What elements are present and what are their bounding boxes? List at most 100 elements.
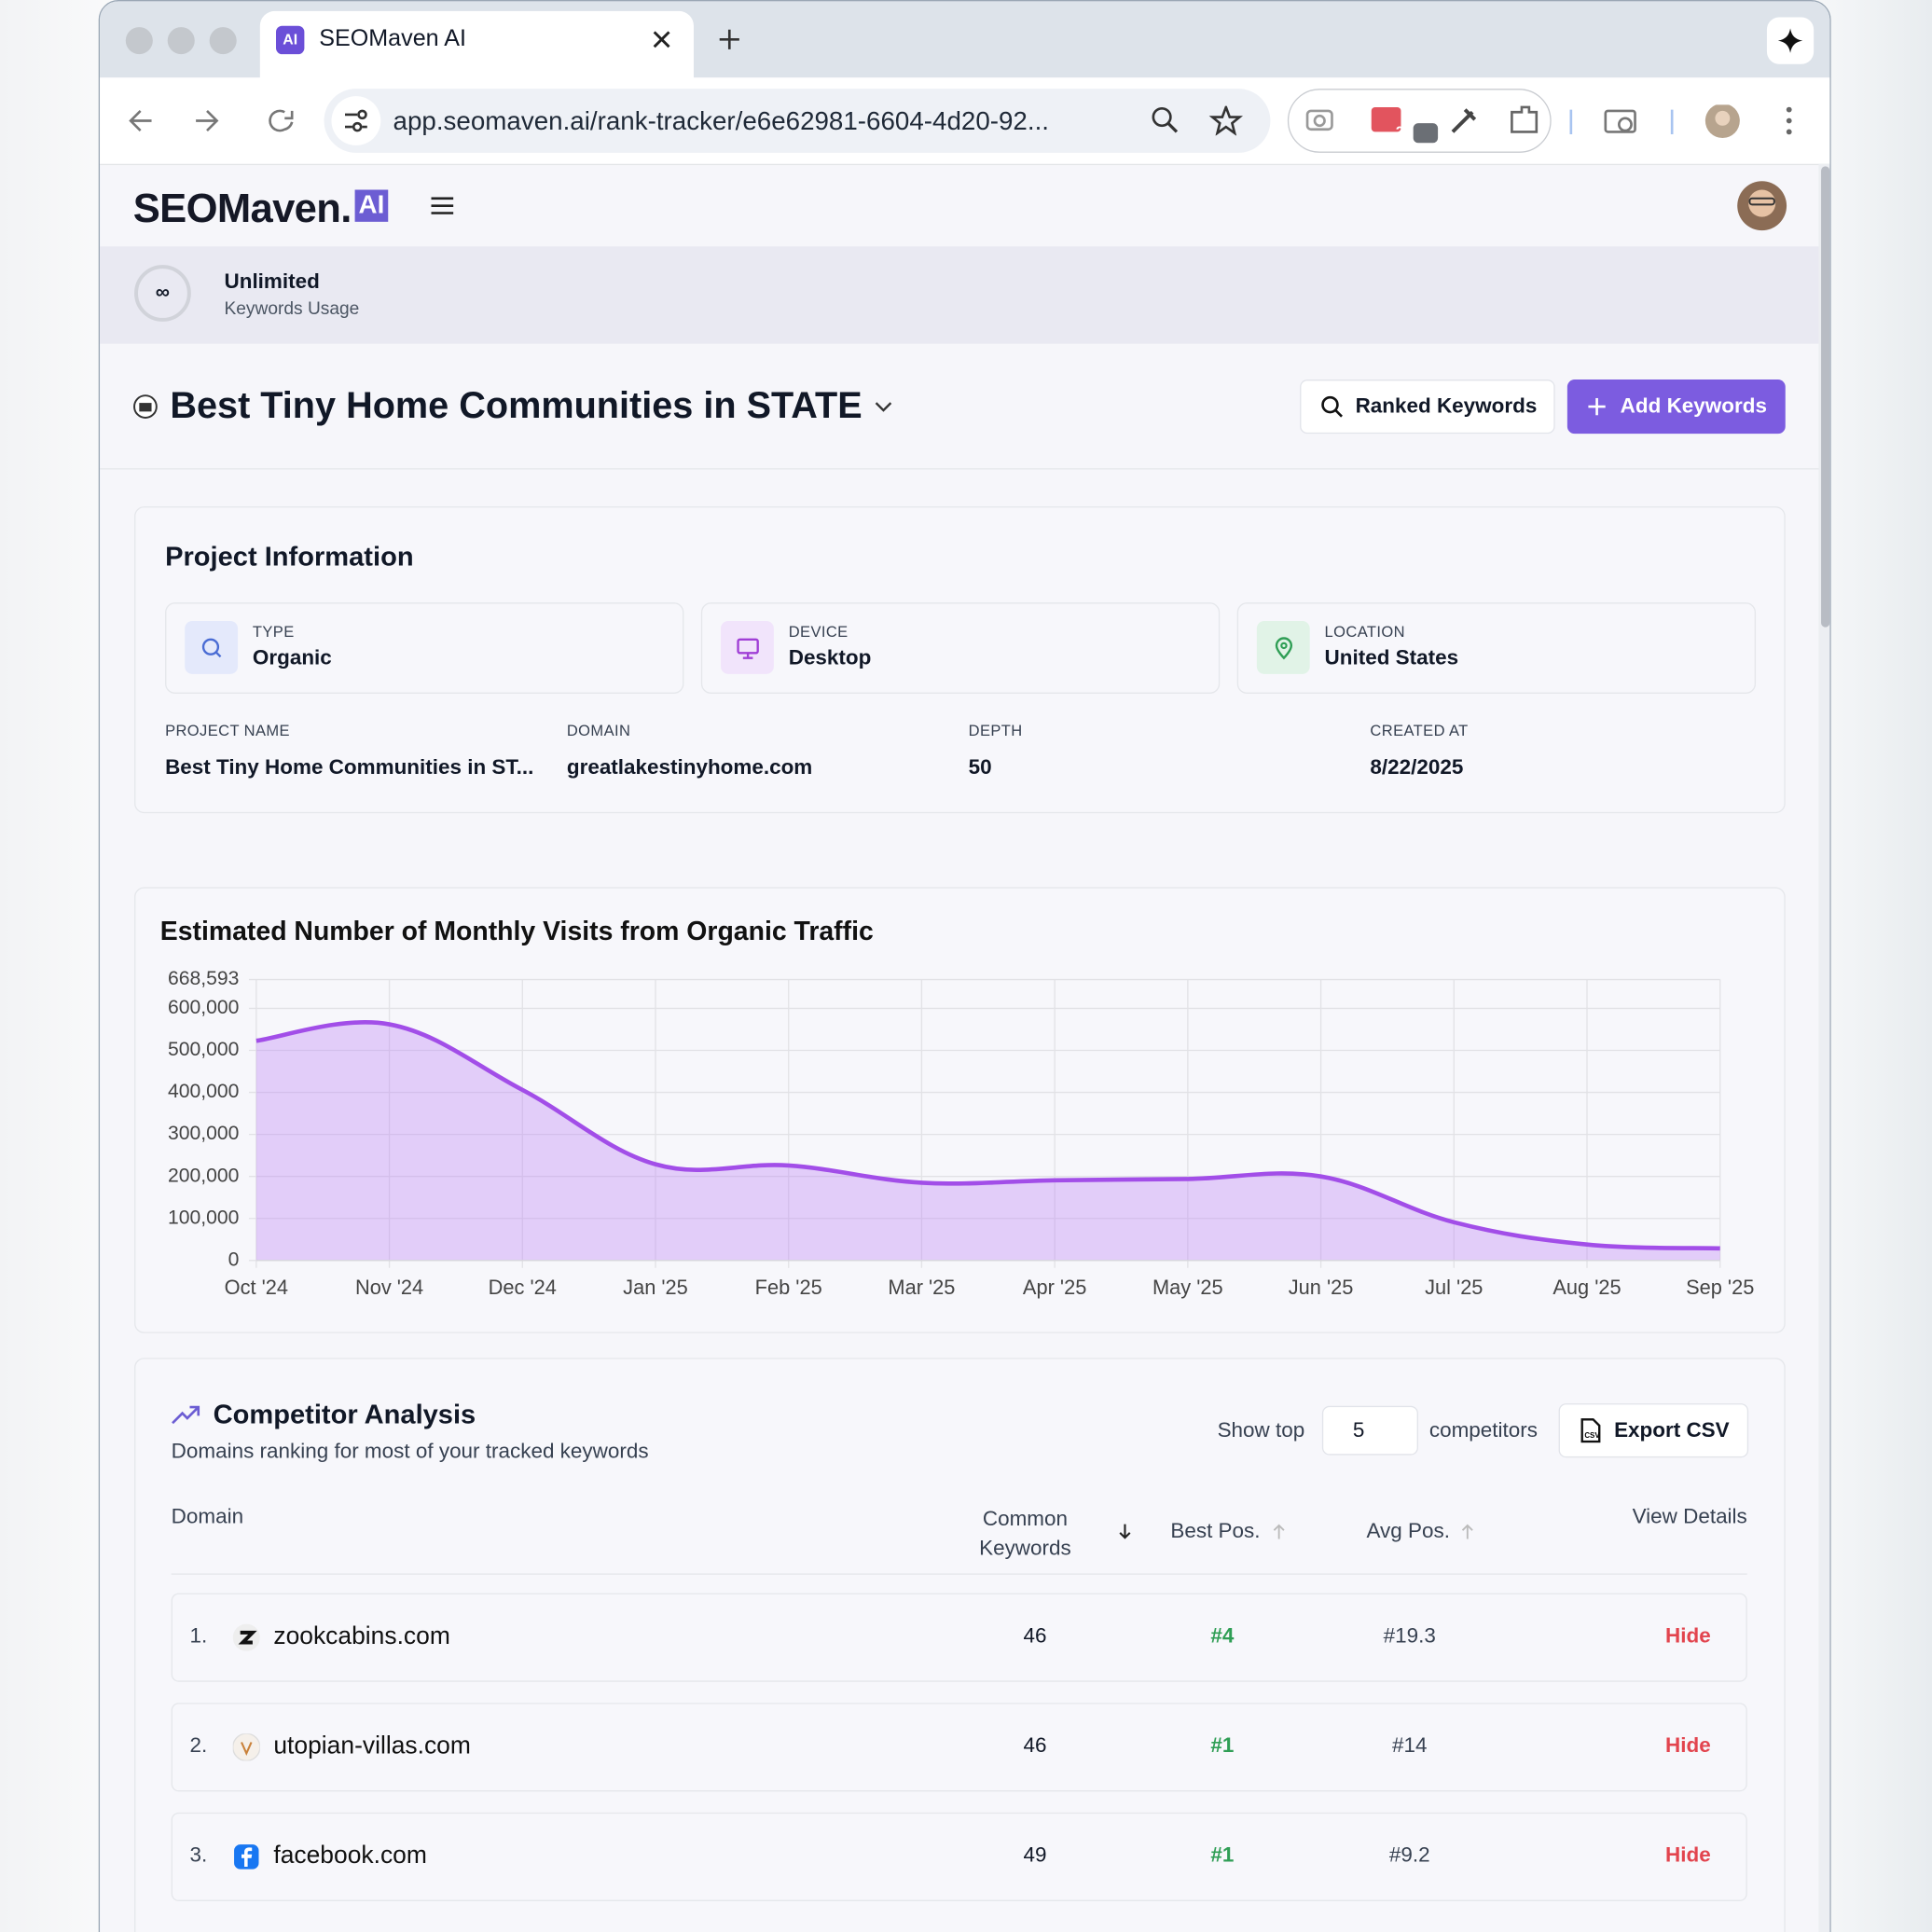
field-value: 50 <box>968 755 992 780</box>
column-header[interactable]: Avg Pos. <box>1366 1519 1450 1543</box>
extensions-group <box>1287 89 1552 153</box>
best-position: #1 <box>1210 1733 1235 1758</box>
project-dropdown[interactable] <box>875 400 892 412</box>
user-avatar[interactable] <box>1736 180 1788 232</box>
tab-title: SEOMaven AI <box>319 25 466 52</box>
hide-button[interactable]: Hide <box>1665 1733 1711 1758</box>
info-card <box>165 602 684 694</box>
competitor-row <box>171 1812 1747 1901</box>
sort-desc-icon[interactable] <box>1118 1523 1133 1540</box>
info-card-label: TYPE <box>252 623 295 642</box>
common-keywords: 49 <box>1023 1842 1047 1867</box>
y-tick-label: 300,000 <box>168 1123 239 1144</box>
x-tick-label: Dec '24 <box>489 1276 557 1299</box>
logo[interactable]: SEOMaven. <box>132 185 352 231</box>
field-label: DEPTH <box>968 722 1023 739</box>
export-csv-button[interactable]: Export CSV <box>1558 1403 1749 1458</box>
field-label: PROJECT NAME <box>165 722 290 739</box>
scrollbar-thumb[interactable] <box>1821 166 1830 628</box>
avg-position: #19.3 <box>1383 1623 1436 1648</box>
icon <box>737 638 759 659</box>
menu-button[interactable] <box>431 197 454 214</box>
extension-icons[interactable] <box>1304 104 1539 146</box>
button-label: Ranked Keywords <box>1355 393 1538 418</box>
line <box>255 1020 1720 1251</box>
chart-card <box>134 887 1786 1333</box>
x-tick-label: Oct '24 <box>225 1276 288 1299</box>
x-tick-label: Apr '25 <box>1023 1276 1086 1299</box>
column-header: View Details <box>1632 1504 1747 1528</box>
x-tick-label: Mar '25 <box>888 1276 955 1299</box>
x-tick-label: May '25 <box>1152 1276 1223 1299</box>
usage-bar <box>100 246 1819 344</box>
project-icon <box>133 394 158 419</box>
favicon <box>233 1843 260 1870</box>
sort-asc-icon[interactable] <box>1272 1523 1287 1540</box>
favicon <box>232 1623 260 1651</box>
best-position: #1 <box>1210 1842 1235 1867</box>
x-tick-label: Jan '25 <box>623 1276 688 1299</box>
column-header[interactable]: Common Keywords <box>979 1507 1071 1560</box>
domain[interactable]: zookcabins.com <box>273 1622 450 1650</box>
y-tick-label: 500,000 <box>168 1039 239 1060</box>
y-tick-label: 100,000 <box>168 1207 239 1228</box>
info-card-label: DEVICE <box>788 623 849 642</box>
domain[interactable]: utopian-villas.com <box>273 1732 471 1760</box>
new-tab[interactable] <box>718 28 740 50</box>
site-info-icon <box>345 109 367 132</box>
ranked-keywords-button[interactable]: Ranked Keywords <box>1300 380 1555 435</box>
nav-buttons[interactable] <box>127 106 373 136</box>
hide-button[interactable]: Hide <box>1665 1623 1711 1648</box>
svg-text:CSV: CSV <box>1584 1431 1600 1440</box>
active-tab[interactable] <box>259 10 694 80</box>
tab-favicon: AI <box>276 25 305 55</box>
favicon-icon <box>232 1623 260 1651</box>
tab-close[interactable] <box>652 30 671 49</box>
favicon-icon <box>234 1844 259 1870</box>
info-card-icon <box>721 621 774 674</box>
address-bar[interactable] <box>324 89 1271 153</box>
domain[interactable]: facebook.com <box>273 1842 427 1870</box>
avg-position: #14 <box>1391 1733 1428 1758</box>
column-header[interactable]: Best Pos. <box>1170 1519 1261 1543</box>
info-card-label: LOCATION <box>1324 623 1405 642</box>
max-dot[interactable] <box>209 27 237 55</box>
common-keywords: 46 <box>1023 1733 1047 1758</box>
y-tick-label: 600,000 <box>168 997 239 1018</box>
show-top-input[interactable]: 5 <box>1321 1405 1418 1456</box>
icon <box>1275 637 1293 660</box>
field-value: Best Tiny Home Communities in ST... <box>165 755 534 780</box>
extension-badge: 2 <box>1395 123 1404 141</box>
url[interactable]: app.seomaven.ai/rank-tracker/e6e62981-66… <box>393 106 1049 136</box>
add-keywords-button[interactable]: Add Keywords <box>1566 380 1786 435</box>
usage-icon: ∞ <box>134 265 191 322</box>
address-actions[interactable] <box>1151 105 1249 136</box>
button-label: Add Keywords <box>1620 393 1767 418</box>
min-dot[interactable] <box>167 27 195 55</box>
scrollbar-track <box>1818 163 1830 1932</box>
x-tick-label: Aug '25 <box>1552 1276 1621 1299</box>
info-card-value: Organic <box>252 645 332 669</box>
plus-icon <box>1588 397 1606 416</box>
search-icon <box>1321 395 1343 418</box>
sort-asc-icon[interactable] <box>1460 1523 1475 1540</box>
site-info[interactable] <box>331 96 381 145</box>
competitor-title: Competitor Analysis <box>213 1398 476 1429</box>
header-divider <box>171 1573 1747 1575</box>
x-tick-label: Jun '25 <box>1289 1276 1354 1299</box>
close-dot[interactable] <box>125 27 153 55</box>
show-top-label: Show top <box>1217 1417 1305 1442</box>
area <box>255 1022 1720 1261</box>
field-value: greatlakestinyhome.com <box>566 755 813 780</box>
competitor-row <box>171 1593 1747 1682</box>
toolbar-right[interactable] <box>1566 104 1826 139</box>
rank: 3. <box>189 1842 208 1867</box>
logo-badge: AI <box>354 189 389 222</box>
y-tick-label: 668,593 <box>168 968 239 989</box>
info-card <box>1236 602 1757 694</box>
hide-button[interactable]: Hide <box>1665 1842 1711 1867</box>
column-header: Domain <box>171 1504 244 1528</box>
info-card-value: Desktop <box>788 645 872 669</box>
